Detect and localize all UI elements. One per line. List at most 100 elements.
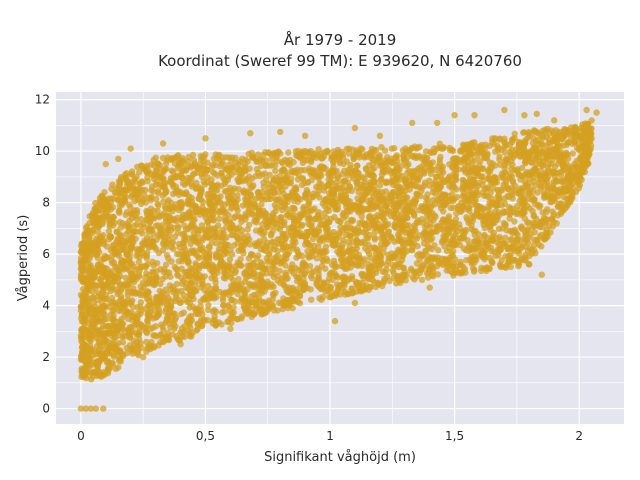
- data-point: [448, 250, 456, 258]
- data-point: [217, 242, 225, 249]
- data-point: [95, 368, 103, 375]
- data-point: [238, 262, 245, 269]
- data-point: [501, 240, 508, 247]
- data-point: [577, 147, 584, 154]
- data-point: [564, 139, 572, 146]
- data-point: [402, 229, 409, 236]
- data-point: [288, 191, 296, 198]
- data-point: [376, 182, 384, 189]
- data-point: [267, 230, 275, 238]
- data-point: [385, 207, 392, 214]
- data-point: [458, 235, 465, 242]
- data-point: [200, 178, 207, 185]
- data-point: [222, 165, 229, 172]
- data-point: [138, 230, 146, 237]
- data-point: [199, 274, 206, 281]
- data-point: [103, 274, 111, 281]
- data-point: [491, 135, 499, 142]
- data-point: [209, 217, 217, 224]
- data-point: [429, 273, 437, 280]
- data-point: [212, 286, 220, 293]
- data-point: [221, 308, 228, 315]
- data-point: [254, 151, 262, 158]
- data-point: [348, 252, 355, 260]
- data-point: [532, 165, 539, 172]
- data-point: [275, 179, 283, 187]
- data-point: [150, 269, 157, 276]
- data-point: [306, 215, 314, 222]
- data-point: [137, 303, 144, 310]
- data-point: [422, 200, 430, 207]
- data-point: [322, 220, 330, 227]
- data-point: [413, 145, 420, 152]
- data-point: [469, 265, 477, 272]
- data-point: [328, 215, 335, 222]
- data-point: [408, 246, 415, 254]
- data-point: [567, 198, 574, 206]
- chart-title-line-2: Koordinat (Sweref 99 TM): E 939620, N 64…: [158, 52, 522, 70]
- data-point: [208, 239, 215, 247]
- data-point: [276, 267, 283, 275]
- data-point: [115, 208, 123, 215]
- data-point: [576, 156, 583, 163]
- data-point: [462, 154, 469, 161]
- data-point: [184, 298, 191, 305]
- data-point: [391, 238, 398, 245]
- data-point: [222, 154, 230, 161]
- data-point: [378, 144, 385, 151]
- data-point: [127, 323, 135, 331]
- data-point: [143, 338, 150, 346]
- data-point: [565, 155, 572, 162]
- data-point: [574, 164, 581, 171]
- data-point: [133, 210, 141, 217]
- data-point: [409, 199, 416, 206]
- data-point: [348, 187, 355, 194]
- data-point: [180, 309, 187, 316]
- data-point: [343, 256, 351, 263]
- data-point: [125, 256, 133, 263]
- data-point: [358, 213, 365, 220]
- data-point: [234, 207, 241, 214]
- data-point: [393, 175, 400, 182]
- data-point: [246, 165, 253, 172]
- data-point: [449, 222, 456, 230]
- data-point: [386, 192, 394, 199]
- data-point: [359, 185, 366, 192]
- data-point: [339, 179, 346, 186]
- data-point: [226, 256, 234, 263]
- data-point: [329, 168, 337, 176]
- data-point: [219, 227, 226, 234]
- data-point: [199, 262, 206, 269]
- data-point: [467, 176, 474, 183]
- data-point: [566, 129, 574, 136]
- data-point: [96, 234, 104, 241]
- data-point: [532, 147, 540, 154]
- data-point: [518, 164, 526, 172]
- data-point: [371, 228, 379, 236]
- data-point: [272, 167, 279, 174]
- data-point: [413, 190, 420, 197]
- data-point: [307, 253, 314, 260]
- data-point: [537, 160, 544, 168]
- data-point: [502, 234, 509, 241]
- data-point: [556, 156, 563, 164]
- data-point: [106, 218, 113, 225]
- data-point: [77, 255, 85, 262]
- data-point: [123, 265, 131, 272]
- data-point: [339, 250, 347, 258]
- data-point: [215, 215, 223, 223]
- data-point: [175, 162, 182, 169]
- data-point: [85, 239, 92, 247]
- data-point: [190, 171, 197, 178]
- data-point: [244, 232, 251, 240]
- data-point: [424, 270, 431, 277]
- data-point: [190, 229, 197, 237]
- data-point: [230, 281, 238, 288]
- data-point: [136, 273, 143, 280]
- data-point: [280, 295, 287, 302]
- data-point: [235, 286, 243, 293]
- data-point: [299, 159, 306, 166]
- data-point: [239, 227, 246, 234]
- data-point: [522, 256, 529, 264]
- data-point: [273, 157, 280, 165]
